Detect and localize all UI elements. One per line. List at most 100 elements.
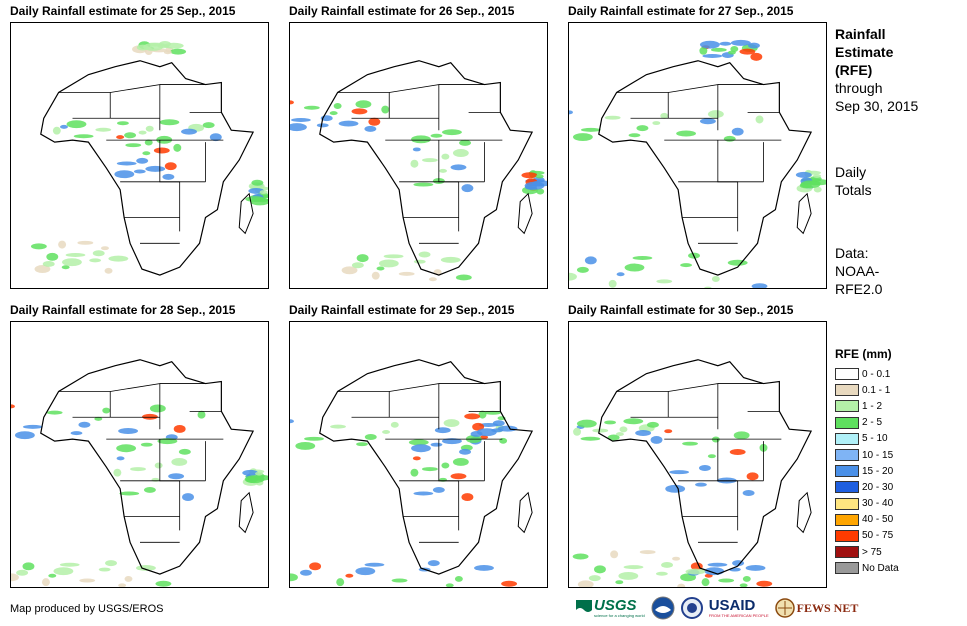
through-label: through [835, 80, 883, 96]
madagascar-outline [796, 192, 812, 235]
rainfall-patch [178, 448, 191, 455]
rainfall-patch [316, 123, 329, 128]
usgs-wave-icon [576, 600, 592, 616]
rainfall-patch [461, 493, 474, 502]
rainfall-patch [48, 573, 57, 578]
rainfall-patch [704, 286, 712, 288]
rainfall-patch [795, 171, 812, 178]
legend-item: 5 - 10 [835, 431, 899, 447]
rainfall-patch [390, 421, 399, 428]
legend-title: RFE (mm) [835, 347, 892, 361]
legend-item: 50 - 75 [835, 528, 899, 544]
fewsnet-wordmark: FEWS NET [796, 600, 859, 615]
rainfall-patch [378, 259, 399, 268]
rainfall-patch [430, 442, 443, 447]
rainfall-patch [411, 444, 431, 453]
country-border [668, 84, 719, 131]
rainfall-patch [635, 429, 652, 436]
madagascar-outline [238, 491, 254, 534]
rainfall-patch [615, 432, 624, 437]
rainfall-patch [728, 567, 741, 572]
rainfall-patch [723, 135, 736, 142]
rainfall-patch [376, 266, 385, 271]
rainfall-patch [79, 578, 96, 583]
rainfall-patch [355, 567, 376, 576]
rainfall-patch [250, 197, 268, 206]
panel-title-25: Daily Rainfall estimate for 25 Sep., 201… [10, 4, 236, 18]
rainfall-patch [742, 490, 755, 496]
rainfall-patch [119, 491, 140, 496]
rainfall-patch [290, 123, 307, 132]
rainfall-patch [41, 578, 50, 587]
rainfall-patch [813, 173, 821, 178]
legend-swatch [835, 368, 859, 381]
data-line-2: NOAA- [835, 263, 880, 279]
legend-label: 5 - 10 [862, 433, 888, 445]
rainfall-patch [124, 575, 133, 582]
rainfall-patch [459, 139, 471, 146]
legend-item: No Data [835, 560, 899, 576]
map-panel-27 [568, 22, 827, 289]
rainfall-patch [100, 246, 109, 251]
rainfall-patch [157, 438, 178, 445]
legend-swatch [835, 562, 859, 575]
rainfall-patch [441, 462, 450, 469]
country-border [58, 92, 111, 119]
rainfall-patch [707, 110, 724, 119]
rainfall-patch [125, 143, 142, 148]
africa-coastline [598, 60, 813, 276]
rainfall-patch [699, 40, 720, 49]
rainfall-patch [616, 272, 625, 277]
rainfall-patch [676, 130, 697, 137]
rainfall-patch [116, 444, 137, 453]
rainfall-patch [439, 477, 447, 482]
rainfall-patch [356, 254, 369, 263]
africa-rainfall-map [290, 359, 534, 587]
legend-item: 15 - 20 [835, 463, 899, 479]
rainfall-patch [173, 424, 186, 433]
rainfall-patch [304, 436, 324, 441]
rainfall-patch [94, 416, 103, 421]
rainfall-patch [413, 491, 434, 496]
rainfall-patch [650, 435, 663, 444]
rainfall-patch [58, 240, 67, 249]
rainfall-patch [413, 259, 426, 264]
country-border [678, 181, 739, 232]
rainfall-patch [290, 419, 294, 424]
rainfall-patch [707, 562, 728, 567]
rainfall-patch [151, 477, 160, 482]
sidebar-totals: Daily Totals [835, 163, 872, 199]
rainfall-patch [381, 105, 390, 114]
country-border [668, 383, 719, 430]
rainfall-patch [628, 133, 641, 138]
rainfall-patch [710, 47, 727, 52]
rainfall-patch [153, 147, 170, 154]
panel-title-28: Daily Rainfall estimate for 28 Sep., 201… [10, 303, 236, 317]
panel-title-30: Daily Rainfall estimate for 30 Sep., 201… [568, 303, 794, 317]
madagascar-outline [517, 491, 533, 534]
rainfall-patch [162, 173, 175, 180]
rainfall-patch [295, 441, 316, 450]
legend-swatch [835, 513, 859, 526]
rainfall-patch [154, 462, 163, 469]
africa-coastline [40, 359, 255, 575]
legend-item: 40 - 50 [835, 512, 899, 528]
rainfall-patch [727, 259, 748, 266]
rainfall-patch [750, 52, 763, 61]
rainfall-patch [98, 567, 111, 572]
map-panel-25 [10, 22, 269, 289]
rainfall-patch [73, 134, 94, 139]
map-panel-29 [289, 321, 548, 588]
rainfall-patch [573, 427, 582, 436]
rainfall-patch [77, 240, 94, 245]
rainfall-patch [430, 133, 443, 138]
country-border [616, 92, 669, 119]
data-line-3: RFE2.0 [835, 281, 883, 297]
rainfall-patch [95, 127, 112, 132]
rainfall-patch [604, 420, 617, 425]
rainfall-patch [209, 133, 222, 142]
rainfall-patch [748, 42, 760, 49]
rainfall-patch [16, 569, 29, 576]
legend-label: 1 - 2 [862, 400, 883, 412]
rainfall-patch [443, 419, 460, 428]
